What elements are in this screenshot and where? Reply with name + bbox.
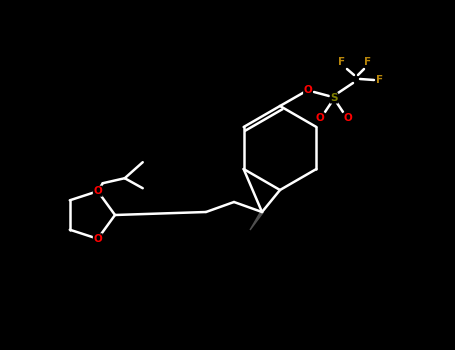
Text: O: O <box>316 113 324 123</box>
Text: O: O <box>93 186 102 196</box>
Text: O: O <box>303 85 313 95</box>
Text: O: O <box>344 113 352 123</box>
Text: F: F <box>376 75 384 85</box>
Polygon shape <box>250 212 263 230</box>
Text: F: F <box>339 57 345 67</box>
Text: F: F <box>364 57 372 67</box>
Text: O: O <box>93 234 102 244</box>
Text: S: S <box>330 93 338 103</box>
